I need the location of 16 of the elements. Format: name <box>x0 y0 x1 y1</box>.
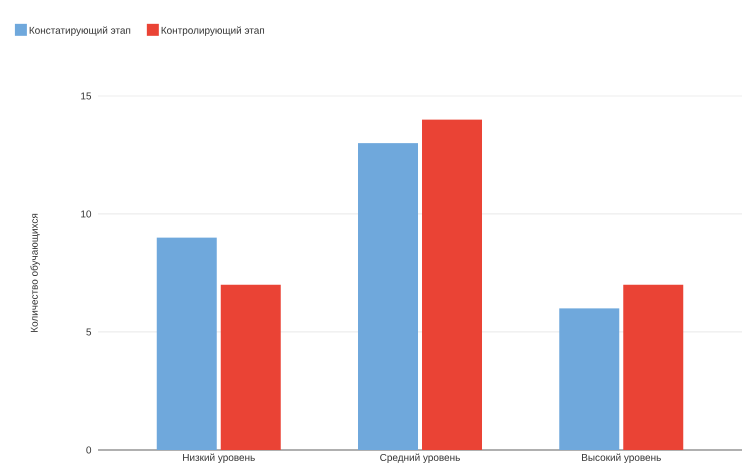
bar <box>623 284 684 450</box>
y-tick-label: 10 <box>81 210 92 218</box>
bar <box>422 120 482 450</box>
x-tick-label: Средний уровень <box>380 453 460 463</box>
x-tick-label: Высокий уровень <box>582 453 661 463</box>
bar <box>220 284 281 450</box>
x-tick-label: Низкий уровень <box>183 453 255 463</box>
legend-label: Констатирующий этап <box>30 26 130 36</box>
bar <box>559 308 620 450</box>
bar <box>358 143 418 450</box>
y-tick-label: 5 <box>86 328 92 336</box>
y-tick-label: 0 <box>86 446 92 454</box>
y-tick-label: 15 <box>81 92 92 100</box>
legend-label: Контролирующий этап <box>162 26 264 36</box>
y-axis-title: Количество обучающихся <box>30 214 40 332</box>
bar <box>156 238 217 450</box>
